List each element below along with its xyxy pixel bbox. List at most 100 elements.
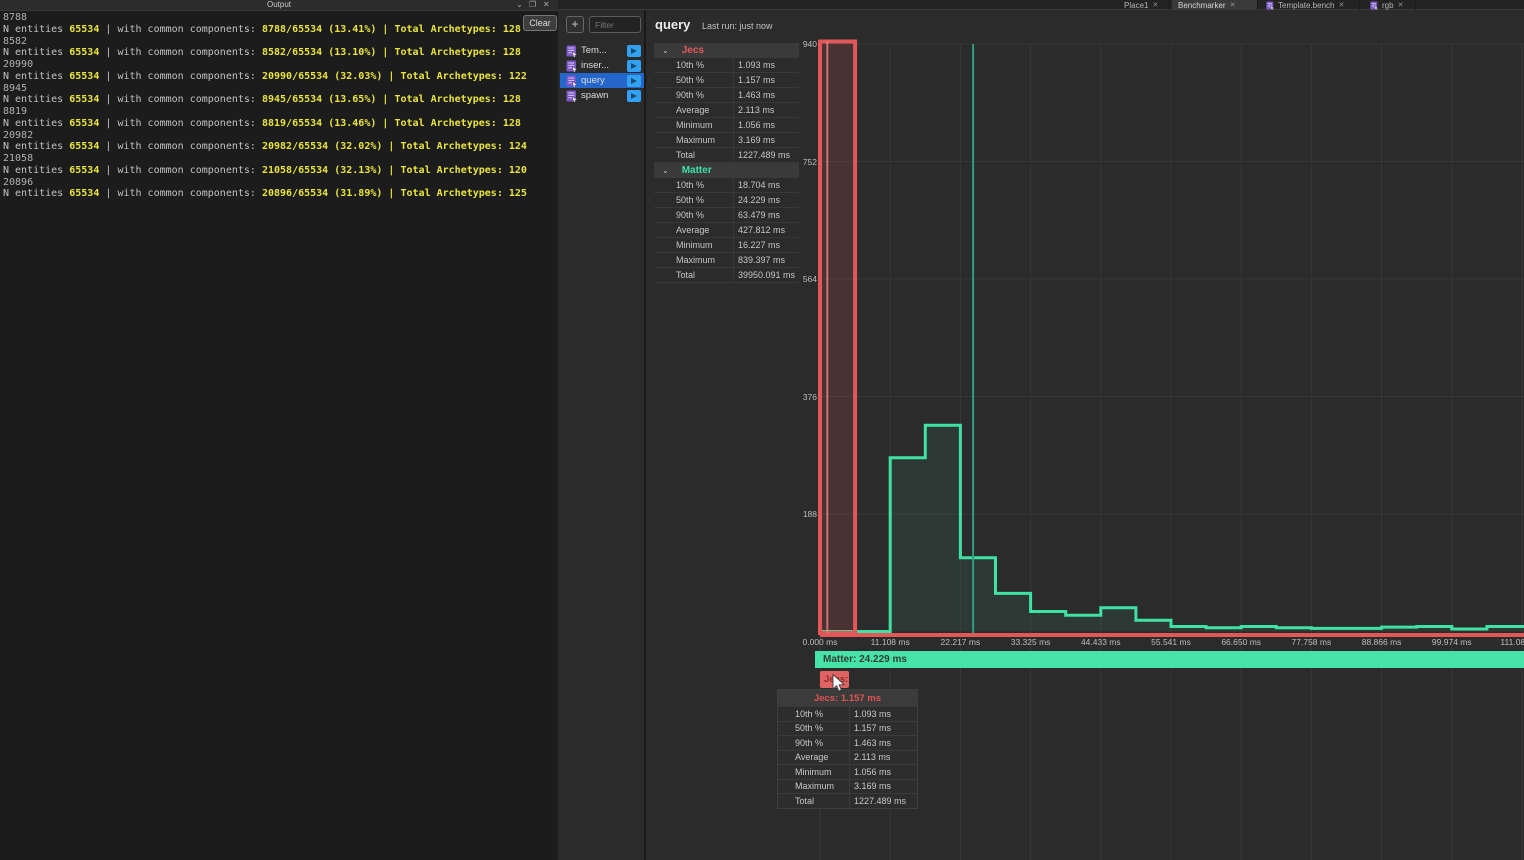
tooltip-row-value: 1.463 ms (849, 736, 917, 750)
output-panel: Output ⌄ ❐ ✕ 8788 N entities 65534 | with… (0, 0, 558, 860)
benchmark-list-panel (558, 10, 646, 860)
pipe: | (105, 70, 112, 82)
tab-label: Benchmarker (1178, 0, 1226, 10)
stat-value: 39950.091 ms (733, 268, 799, 282)
entities-count: 65534 (69, 47, 100, 59)
tab-label: Template.bench (1278, 0, 1335, 10)
chevron-down-icon[interactable]: ⌄ (662, 165, 669, 175)
pipe: | (388, 70, 395, 82)
tab-close-icon[interactable]: ✕ (1338, 2, 1345, 9)
entities-prefix: N entities (3, 94, 64, 106)
y-tick-label: 564 (802, 274, 817, 284)
stat-value: 18.704 ms (733, 178, 799, 192)
filter-input[interactable] (589, 16, 641, 33)
archetypes-count: 125 (508, 188, 527, 200)
stat-value: 1.463 ms (733, 88, 799, 102)
common-ratio: 8945/65534 (13.65%) (261, 94, 377, 106)
jecs-histogram-bar (818, 39, 858, 635)
tab-close-icon[interactable]: ✕ (1397, 2, 1404, 9)
pipe: | (105, 141, 112, 153)
x-tick-label: 99.974 ms (1431, 637, 1472, 647)
entities-prefix: N entities (3, 188, 64, 200)
tab-benchmarker[interactable]: Benchmarker ✕ (1172, 0, 1258, 10)
x-tick-label: 55.541 ms (1151, 637, 1191, 647)
script-icon (1266, 1, 1274, 10)
common-components-text: with common components: (117, 164, 256, 176)
stat-row: Minimum 16.227 ms (654, 238, 799, 253)
tab-label: rgb (1382, 0, 1394, 10)
stat-label: Minimum (676, 120, 713, 130)
run-benchmark-button[interactable] (627, 89, 641, 102)
stat-value: 2.113 ms (733, 103, 799, 117)
pipe: | (388, 164, 395, 176)
tab-place1[interactable]: Place1 ✕ (1118, 0, 1170, 10)
output-titlebar[interactable]: Output ⌄ ❐ ✕ (0, 0, 558, 11)
y-tick-label: 752 (802, 156, 817, 167)
tab-template-bench[interactable]: Template.bench ✕ (1260, 0, 1360, 10)
benchmark-item-Tem[interactable]: Tem... (560, 43, 644, 58)
stat-value: 1227.489 ms (733, 148, 799, 162)
close-icon[interactable]: ✕ (543, 0, 550, 9)
stats-section-name: Jecs (681, 45, 704, 56)
tooltip-row-label: Average (795, 752, 829, 763)
legend-bar-matter[interactable]: Matter: 24.229 ms (815, 651, 1524, 668)
common-ratio: 21058/65534 (32.13%) (261, 164, 383, 176)
stat-value: 427.812 ms (733, 223, 799, 237)
clear-button[interactable]: Clear (523, 15, 557, 31)
benchmark-item-query[interactable]: query (560, 73, 644, 88)
stat-label: Total (676, 270, 696, 280)
mouse-cursor (832, 674, 846, 692)
tab-rgb[interactable]: rgb ✕ (1364, 0, 1416, 10)
stat-row: 50th % 1.157 ms (654, 73, 799, 88)
run-benchmark-button[interactable] (627, 74, 641, 87)
x-tick-label: 66.650 ms (1221, 637, 1262, 647)
benchmark-item-label: spawn (581, 90, 609, 101)
entities-prefix: N entities (3, 47, 64, 59)
chevron-down-icon[interactable]: ⌄ (662, 45, 669, 55)
archetypes-label: Total Archetypes: (394, 47, 497, 59)
tooltip-row-label: 90th % (795, 737, 824, 748)
run-benchmark-button[interactable] (627, 59, 641, 72)
tooltip-row-value: 1.056 ms (849, 765, 917, 779)
stat-value: 1.157 ms (733, 73, 799, 87)
play-icon (631, 77, 637, 84)
tooltip-row-label: Maximum (795, 781, 835, 792)
entities-count: 65534 (69, 117, 100, 129)
add-benchmark-button[interactable]: + (566, 16, 584, 33)
histogram-chart[interactable] (646, 9, 1524, 860)
benchmark-item-inser[interactable]: inser... (560, 58, 644, 73)
stats-section-header-jecs[interactable]: ⌄ Jecs (654, 43, 799, 58)
tooltip-row: Minimum 1.056 ms (778, 764, 917, 779)
play-icon (631, 62, 637, 69)
console-line-detail: N entities 65534 | with common component… (3, 141, 553, 153)
tooltip-row-value: 1.093 ms (849, 707, 917, 721)
chevron-down-icon[interactable]: ⌄ (516, 0, 523, 9)
benchmark-item-spawn[interactable]: spawn (560, 88, 644, 103)
document-tab-bar: Place1 ✕ Benchmarker ✕ Template.bench ✕ rgb ✕ (558, 0, 1524, 10)
tooltip-row-label: Minimum (795, 766, 832, 777)
stats-tooltip: Jecs: 1.157 ms 10th % 1.093 ms 50th % 1.157… (777, 689, 918, 809)
stat-value: 63.479 ms (733, 208, 799, 222)
script-icon (566, 60, 577, 72)
tab-close-icon[interactable]: ✕ (1229, 2, 1236, 9)
pipe: | (382, 47, 389, 59)
stat-row: Average 427.812 ms (654, 223, 799, 238)
stat-label: 90th % (676, 210, 705, 220)
stat-label: 90th % (676, 90, 705, 100)
stat-value: 16.227 ms (733, 238, 799, 252)
x-tick-label: 77.758 ms (1291, 637, 1332, 647)
pop-out-icon[interactable]: ❐ (529, 0, 537, 9)
archetypes-label: Total Archetypes: (400, 188, 503, 200)
stat-row: Minimum 1.056 ms (654, 118, 799, 133)
tab-close-icon[interactable]: ✕ (1152, 2, 1159, 9)
console-line-detail: N entities 65534 | with common component… (3, 24, 553, 36)
common-components-text: with common components: (117, 47, 256, 59)
last-run-status: Last run: just now (702, 21, 773, 31)
tooltip-row-label: 50th % (795, 723, 824, 734)
console-line-detail: N entities 65534 | with common component… (3, 165, 553, 177)
stat-row: Average 2.113 ms (654, 103, 799, 118)
run-benchmark-button[interactable] (627, 44, 641, 57)
common-components-text: with common components: (117, 188, 256, 200)
stats-section-header-matter[interactable]: ⌄ Matter (654, 163, 799, 178)
